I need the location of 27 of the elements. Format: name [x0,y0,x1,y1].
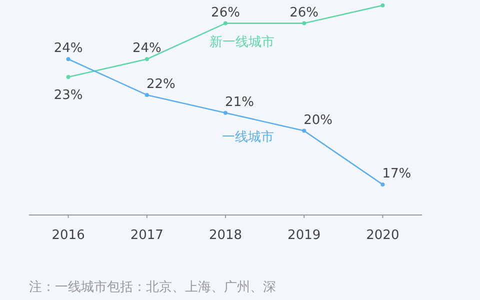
data-label: 24% [54,41,83,56]
text: 注：一线城市包括：北京、上海、广州、深 [29,280,276,295]
point [302,128,306,133]
series-label: 新一线城市 [210,35,274,50]
point [144,92,149,97]
x-tick-label: 2018 [208,228,242,243]
point [302,21,306,26]
point [144,57,149,62]
point [224,21,228,26]
data-label: 21% [225,94,254,110]
point [66,57,70,62]
x-tick-label: 2016 [52,228,85,243]
data-label: 26% [211,5,240,20]
point [224,110,228,115]
data-label: 24% [132,41,162,56]
x-tick-label: 2019 [288,228,321,243]
data-label: 23% [54,88,83,104]
x-tick-label: 2017 [130,228,164,243]
data-label: 17% [382,166,412,182]
data-label: 26% [290,5,319,20]
data-label: 22% [146,76,176,92]
data-label: 20% [304,112,333,128]
series-label: 一线城市 [222,130,274,145]
point [380,3,385,8]
x-tick-label: 2020 [366,228,400,243]
point [66,75,70,80]
point [380,182,385,187]
